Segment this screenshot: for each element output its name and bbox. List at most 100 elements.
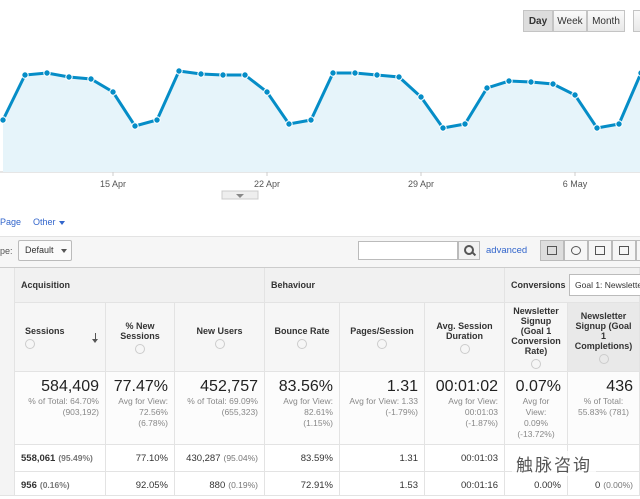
cell-value: 0 bbox=[594, 480, 601, 491]
totals-cell: 452,757% of Total: 69.09% (655,323) bbox=[175, 372, 265, 445]
totals-cell: 436% of Total: 55.83% (781) bbox=[568, 372, 640, 445]
point bbox=[593, 124, 601, 132]
group-header: Acquisition bbox=[15, 268, 265, 303]
total-note: (903,192) bbox=[62, 407, 99, 417]
totals-cell: 77.47% Avg for View: 72.56% (6.78%) bbox=[106, 372, 175, 445]
point bbox=[527, 78, 535, 86]
total-note: Avg for View: 1.33 bbox=[349, 396, 418, 406]
search-box[interactable] bbox=[358, 241, 458, 260]
total-value: 584,409 bbox=[41, 378, 99, 395]
total-note: (-1.79%) bbox=[385, 407, 418, 417]
cell-value: 83.59% bbox=[300, 453, 333, 464]
table-cell: 00:01:16 bbox=[425, 472, 505, 496]
table-cell: 1.53 bbox=[340, 472, 425, 496]
type-select[interactable]: Default bbox=[18, 240, 72, 261]
total-note: % of Total: bbox=[583, 396, 624, 406]
period-button[interactable]: Week bbox=[553, 10, 587, 32]
cell-value: 00:01:16 bbox=[461, 480, 498, 491]
group-label: Acquisition bbox=[21, 280, 70, 290]
goal-select-label: Goal 1: Newslette bbox=[575, 280, 640, 290]
tab-caret bbox=[59, 221, 65, 225]
table-cell: 430,287 (95.04%) bbox=[175, 445, 265, 472]
table-cell: 956 (0.16%) bbox=[15, 472, 106, 496]
view-icon bbox=[547, 246, 557, 255]
help-icon bbox=[459, 343, 470, 354]
sort-arrow-head bbox=[92, 339, 98, 343]
point bbox=[549, 80, 557, 88]
cell-value: 956 bbox=[21, 480, 37, 491]
total-value: 452,757 bbox=[200, 378, 258, 395]
column-header[interactable]: New Users bbox=[175, 303, 265, 372]
column-header[interactable]: Pages/Session bbox=[340, 303, 425, 372]
view-button[interactable] bbox=[588, 240, 612, 261]
select-caret bbox=[61, 249, 67, 253]
cell-percent: (95.49%) bbox=[58, 453, 93, 463]
group-label: Conversions bbox=[511, 280, 566, 290]
trend-chart: 15 Apr 22 Apr 29 Apr 6 May bbox=[0, 67, 640, 200]
column-header[interactable]: Newsletter Signup (Goal 1 Completions) bbox=[568, 303, 640, 372]
total-note: 55.83% (781) bbox=[577, 407, 630, 417]
table-top bbox=[0, 267, 640, 268]
view-button[interactable] bbox=[636, 240, 640, 261]
period-button[interactable]: Day bbox=[523, 10, 553, 32]
point bbox=[43, 69, 51, 77]
total-note: (655,323) bbox=[221, 407, 258, 417]
total-value: 1.31 bbox=[386, 378, 418, 395]
cell-value: 430,287 bbox=[186, 453, 221, 464]
column-title: Pages/Session bbox=[350, 325, 414, 336]
period-button[interactable]: Month bbox=[587, 10, 625, 32]
handle-arrow bbox=[236, 194, 244, 198]
watermark: 触脉咨询 bbox=[512, 451, 596, 476]
point bbox=[483, 84, 491, 92]
point bbox=[285, 120, 293, 128]
cell-value: 0.00% bbox=[534, 480, 561, 491]
column-header[interactable]: Avg. Session Duration bbox=[425, 303, 505, 372]
point bbox=[373, 71, 381, 79]
column-header[interactable]: % New Sessions bbox=[106, 303, 175, 372]
tab[interactable]: Page bbox=[0, 217, 22, 227]
table-cell: 558,061 (95.49%) bbox=[15, 445, 106, 472]
point bbox=[395, 73, 403, 81]
table-cell: 83.59% bbox=[265, 445, 340, 472]
table-cell: 77.10% bbox=[106, 445, 175, 472]
total-note: 0.09% bbox=[523, 418, 549, 428]
tab[interactable]: Other bbox=[33, 217, 56, 227]
cell-percent: (95.04%) bbox=[223, 453, 259, 463]
view-icon bbox=[619, 246, 629, 255]
point bbox=[175, 67, 183, 75]
help-icon bbox=[598, 353, 609, 364]
area bbox=[3, 71, 640, 172]
column-header[interactable]: Sessions bbox=[15, 303, 106, 372]
view-button[interactable] bbox=[540, 240, 564, 261]
table-cell: 1.31 bbox=[340, 445, 425, 472]
type-value: Default bbox=[25, 245, 54, 255]
table-cell: 880 (0.19%) bbox=[175, 472, 265, 496]
point bbox=[219, 71, 227, 79]
help-icon bbox=[377, 338, 387, 349]
row-gutter bbox=[0, 268, 15, 496]
goal-select[interactable]: Goal 1: Newslette bbox=[569, 274, 640, 296]
column-header[interactable]: Bounce Rate bbox=[265, 303, 340, 372]
column-header[interactable]: Newsletter Signup (Goal 1 Conversion Rat… bbox=[505, 303, 568, 372]
point bbox=[461, 120, 469, 128]
point bbox=[329, 69, 337, 77]
point bbox=[241, 71, 249, 79]
point bbox=[505, 77, 513, 85]
column-title: Avg. Session Duration bbox=[436, 320, 493, 341]
point bbox=[307, 116, 315, 124]
point bbox=[637, 69, 640, 77]
column-title: Newsletter Signup (Goal 1 Completions) bbox=[574, 310, 633, 351]
totals-cell: 1.31 Avg for View: 1.33 (-1.79%) bbox=[340, 372, 425, 445]
total-value: 436 bbox=[606, 378, 633, 395]
point bbox=[615, 120, 623, 128]
help-icon bbox=[135, 343, 145, 354]
cell-percent: (0.19%) bbox=[228, 480, 258, 490]
advanced-link[interactable]: advanced bbox=[486, 245, 528, 256]
point bbox=[571, 91, 579, 99]
group-label: Behaviour bbox=[271, 280, 316, 290]
column-title: New Users bbox=[196, 325, 243, 336]
help-icon bbox=[531, 358, 541, 369]
help-icon bbox=[25, 338, 35, 349]
view-button[interactable] bbox=[612, 240, 636, 261]
